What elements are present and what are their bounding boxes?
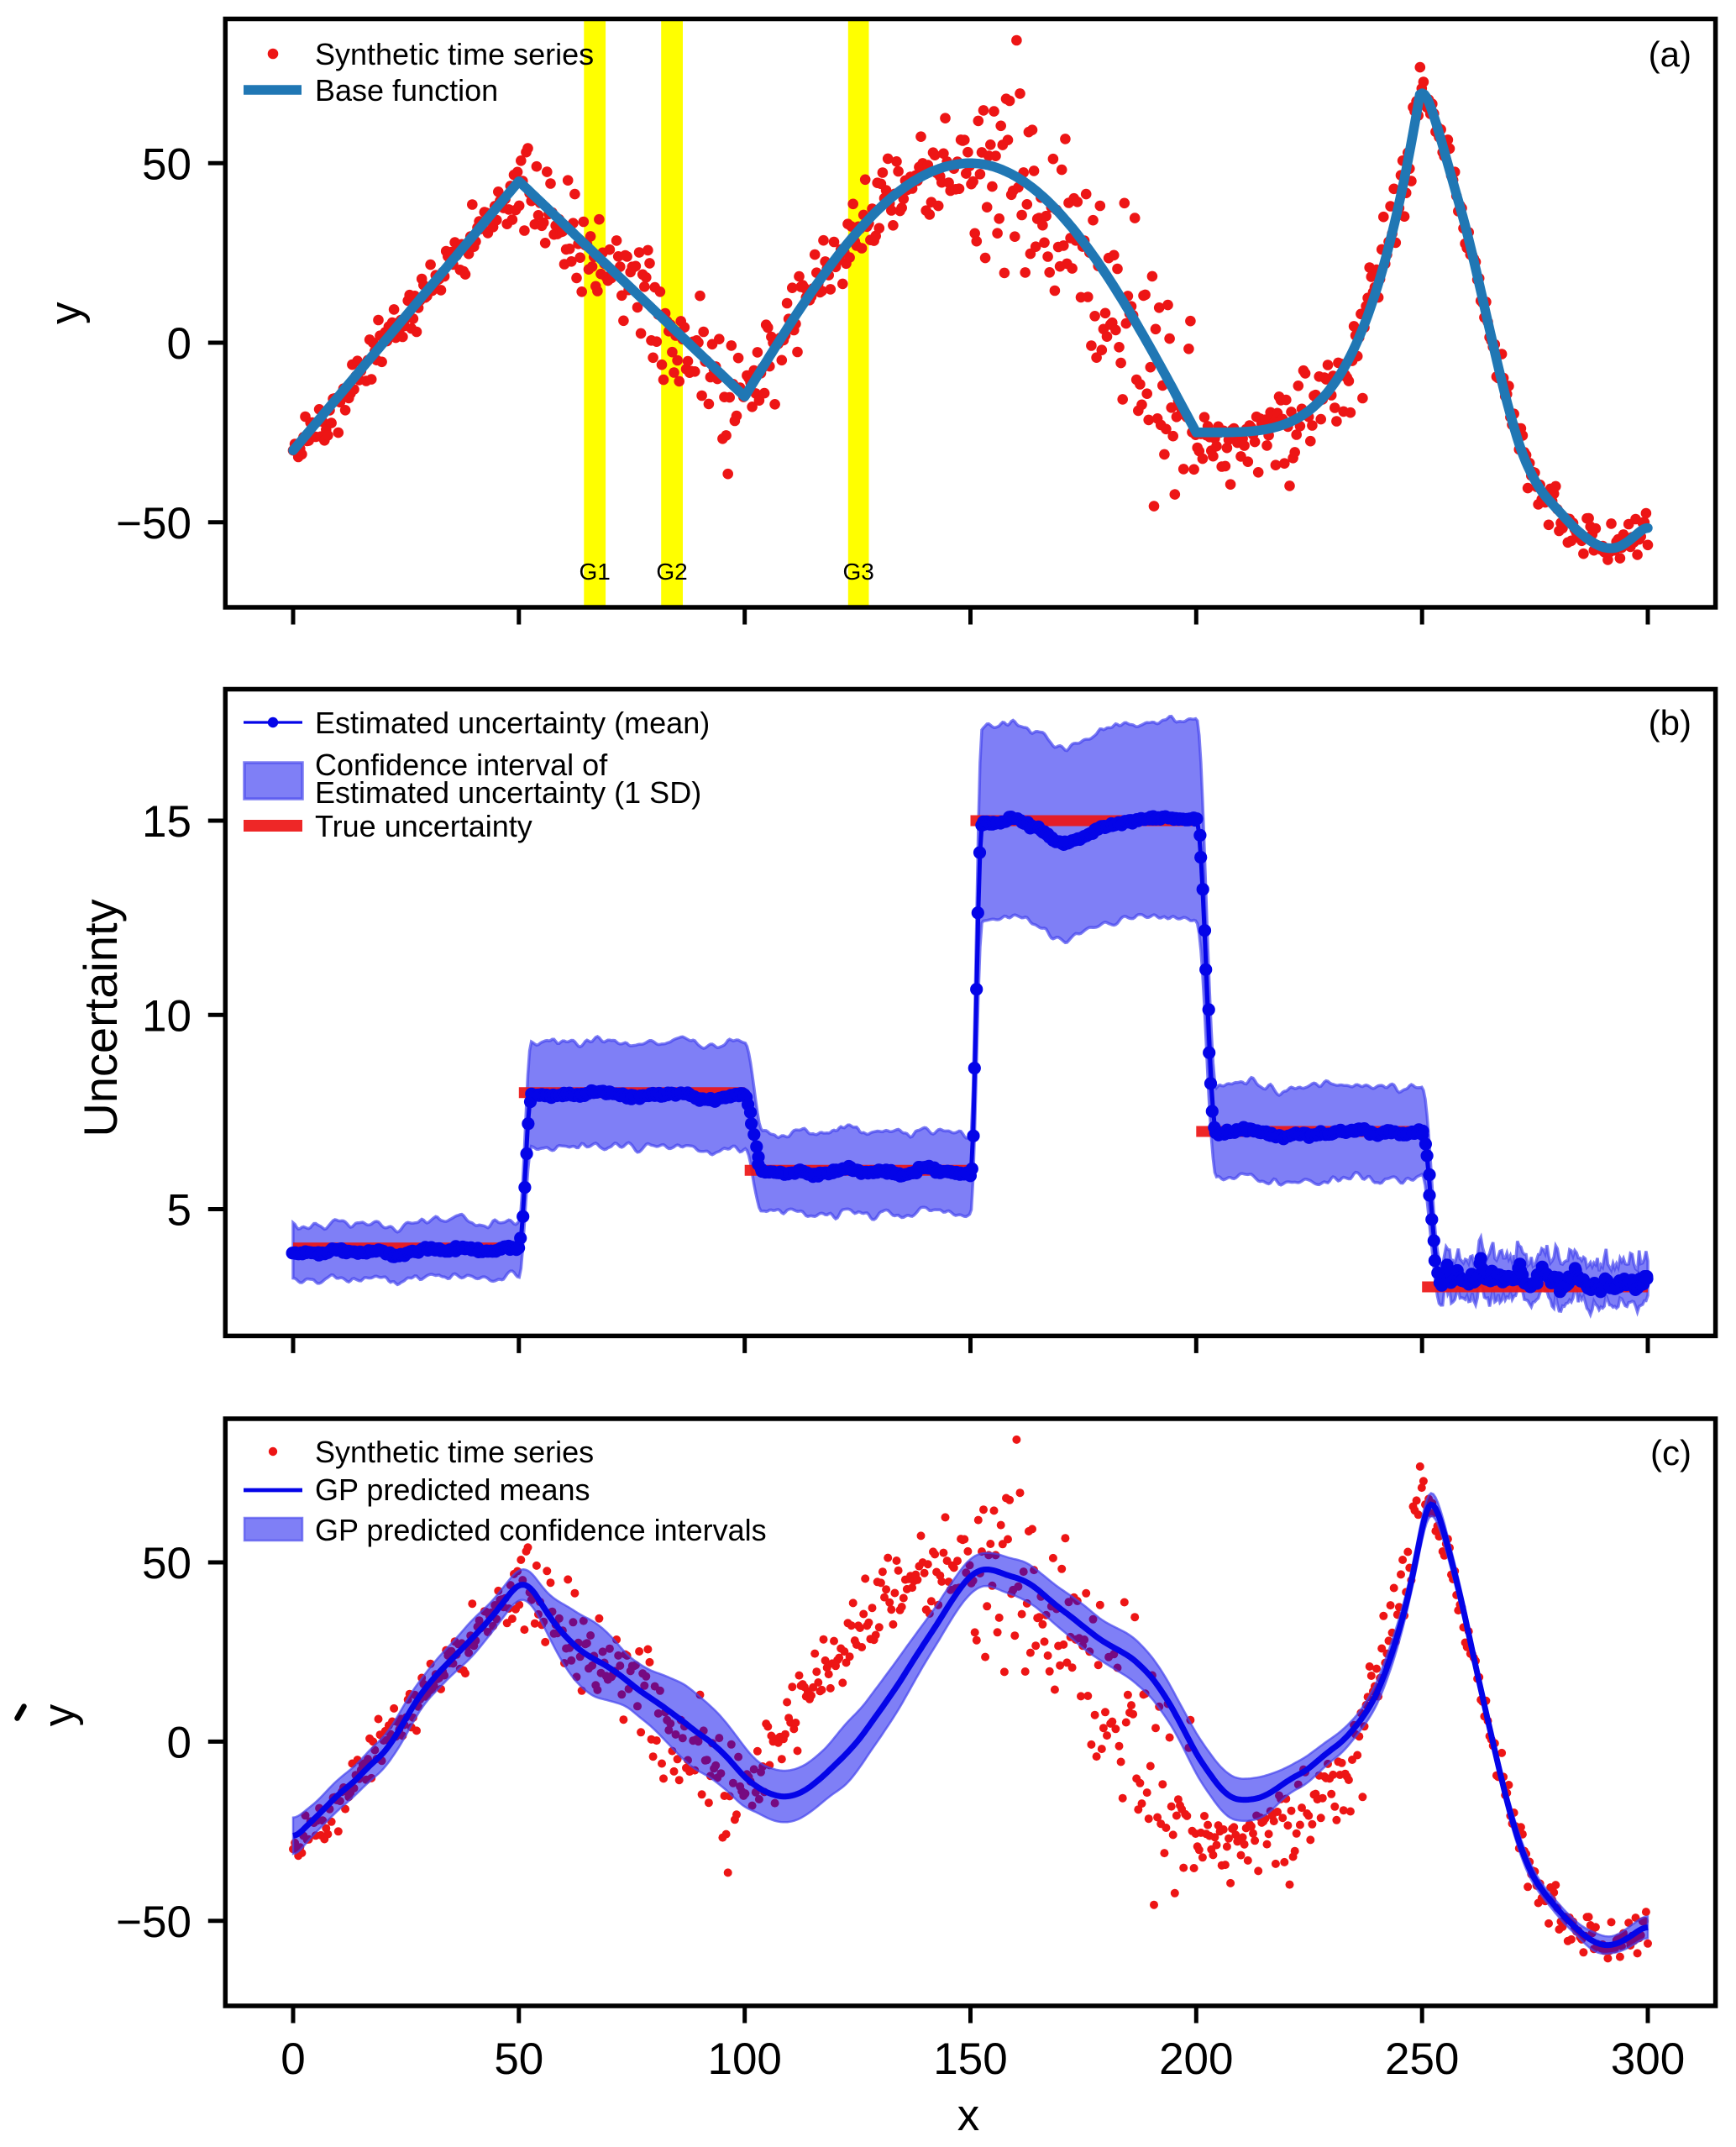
- svg-text:50: 50: [494, 2034, 543, 2084]
- svg-text:200: 200: [1159, 2034, 1233, 2084]
- svg-text:−50: −50: [116, 499, 191, 549]
- svg-text:300: 300: [1611, 2034, 1685, 2084]
- svg-text:(b): (b): [1649, 703, 1691, 743]
- svg-text:GP predicted confidence interv: GP predicted confidence intervals: [315, 1513, 767, 1547]
- svg-text:5: 5: [167, 1186, 191, 1236]
- svg-text:15: 15: [142, 797, 191, 847]
- svg-text:G2: G2: [656, 559, 687, 585]
- svg-text:G3: G3: [843, 559, 874, 585]
- svg-text:150: 150: [933, 2034, 1007, 2084]
- svg-text:100: 100: [707, 2034, 781, 2084]
- svg-text:y: y: [41, 302, 91, 324]
- svg-text:0: 0: [281, 2034, 305, 2084]
- svg-text:0: 0: [167, 319, 191, 369]
- svg-text:True uncertainty: True uncertainty: [315, 809, 532, 843]
- svg-text:0: 0: [167, 1718, 191, 1767]
- svg-text:(a): (a): [1649, 34, 1691, 74]
- svg-text:Synthetic time series: Synthetic time series: [315, 1435, 594, 1469]
- svg-text:50: 50: [142, 1539, 191, 1588]
- svg-text:Synthetic time series: Synthetic time series: [315, 37, 594, 71]
- svg-text:x: x: [957, 2091, 980, 2140]
- svg-text:−50: −50: [116, 1898, 191, 1947]
- svg-text:GP predicted means: GP predicted means: [315, 1472, 590, 1507]
- svg-text:Base function: Base function: [315, 73, 498, 108]
- svg-text:(c): (c): [1650, 1433, 1691, 1472]
- svg-text:50: 50: [142, 139, 191, 189]
- svg-text:Uncertainty: Uncertainty: [74, 899, 127, 1136]
- svg-text:Confidence interval of: Confidence interval of: [315, 748, 608, 782]
- svg-text:Estimated uncertainty (mean): Estimated uncertainty (mean): [315, 706, 710, 740]
- svg-text:G1: G1: [580, 559, 611, 585]
- svg-text:Estimated uncertainty (1 SD): Estimated uncertainty (1 SD): [315, 775, 701, 810]
- svg-text:250: 250: [1385, 2034, 1459, 2084]
- svg-text:y: y: [34, 1703, 84, 1726]
- svg-text:10: 10: [142, 991, 191, 1041]
